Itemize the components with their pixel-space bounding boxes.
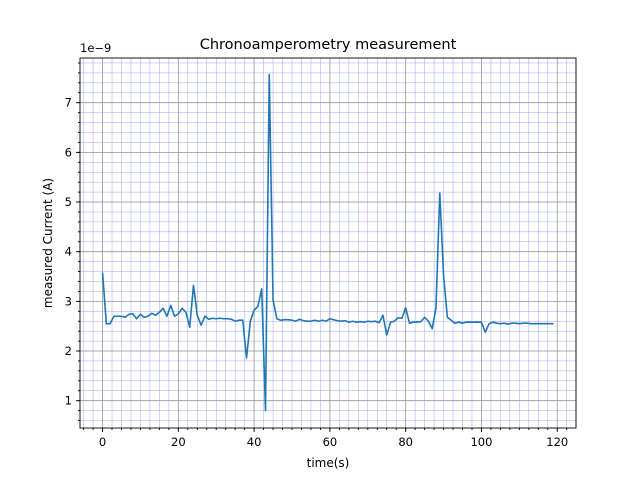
y-tick-label: 1 [65,394,72,408]
plot-frame [79,57,577,429]
x-tick-label: 40 [247,435,262,449]
x-tick-label: 120 [546,435,568,449]
y-tick-label: 4 [65,245,72,259]
x-tick-label: 20 [171,435,186,449]
y-axis: 1 2 3 4 5 6 7 [65,62,80,422]
y-tick-label: 3 [65,294,72,308]
y-tick-label: 6 [65,145,72,159]
x-tick-label: 80 [398,435,413,449]
major-grid [80,58,576,428]
chart-title: Chronoamperometry measurement [200,37,457,53]
x-tick-label: 60 [323,435,338,449]
x-tick-label: 0 [99,435,106,449]
x-axis-label: time(s) [307,456,350,470]
y-axis-label: measured Current (A) [41,178,55,308]
minor-grid [80,58,576,428]
current-series-line [101,73,554,412]
y-tick-label: 7 [65,96,72,110]
x-axis: 0 20 40 60 80 100 120 [83,428,568,449]
series-layer [101,73,554,412]
y-tick-label: 2 [65,344,72,358]
y-tick-label: 5 [65,195,72,209]
x-tick-label: 100 [470,435,492,449]
y-offset-text: 1e−9 [80,41,111,55]
